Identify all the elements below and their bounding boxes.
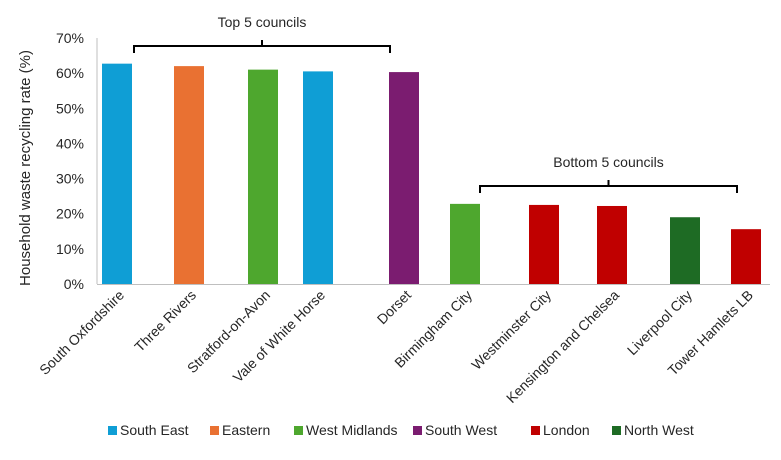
legend-label: West Midlands [306,422,398,438]
annotation-label: Bottom 5 councils [553,154,664,170]
legend-swatch [413,426,422,435]
annotation-label: Top 5 councils [218,14,307,30]
legend: South East Eastern West Midlands South West… [108,422,694,438]
y-tick-label: 20% [56,206,84,222]
legend-swatch [108,426,117,435]
legend-swatch [612,426,621,435]
bar [597,205,627,284]
legend-label: South East [120,422,189,438]
y-tick-label: 40% [56,135,84,151]
annotation-bracket [133,40,391,53]
bar [670,217,700,284]
y-axis-label: Household waste recycling rate (%) [17,50,34,286]
legend-label: South West [425,422,497,438]
annotations: Top 5 councils Bottom 5 councils [133,14,738,193]
category-labels: South Oxfordshire Three RiversStratford-o… [36,287,756,406]
annotation-bracket [479,180,738,193]
legend-swatch [531,426,540,435]
x-tick-label: Three Rivers [131,287,199,355]
legend-swatch [210,426,219,435]
x-tick-label: Vale of White Horse [230,287,329,386]
bar [529,204,559,284]
bar [174,66,204,284]
bar [248,69,278,284]
bar [450,203,480,284]
x-tick-label: South Oxfordshire [36,287,127,378]
x-tick-label: Dorset [374,287,415,328]
legend-swatch [294,426,303,435]
y-tick-label: 50% [56,100,84,116]
bar [102,63,132,285]
legend-label: London [543,422,590,438]
bar [731,229,761,284]
x-tick-label: Kensington and Chelsea [503,287,622,406]
bars [102,63,761,285]
y-tick-label: 30% [56,171,84,187]
y-tick-label: 10% [56,241,84,257]
y-axis-ticks: 0% 10% 20% 30% 40% 50% 60% 70% [56,30,84,292]
legend-label: North West [624,422,694,438]
y-tick-label: 0% [64,276,84,292]
bar [303,71,333,284]
bar [389,72,419,285]
y-tick-label: 70% [56,30,84,46]
legend-label: Eastern [222,422,270,438]
y-tick-label: 60% [56,65,84,81]
